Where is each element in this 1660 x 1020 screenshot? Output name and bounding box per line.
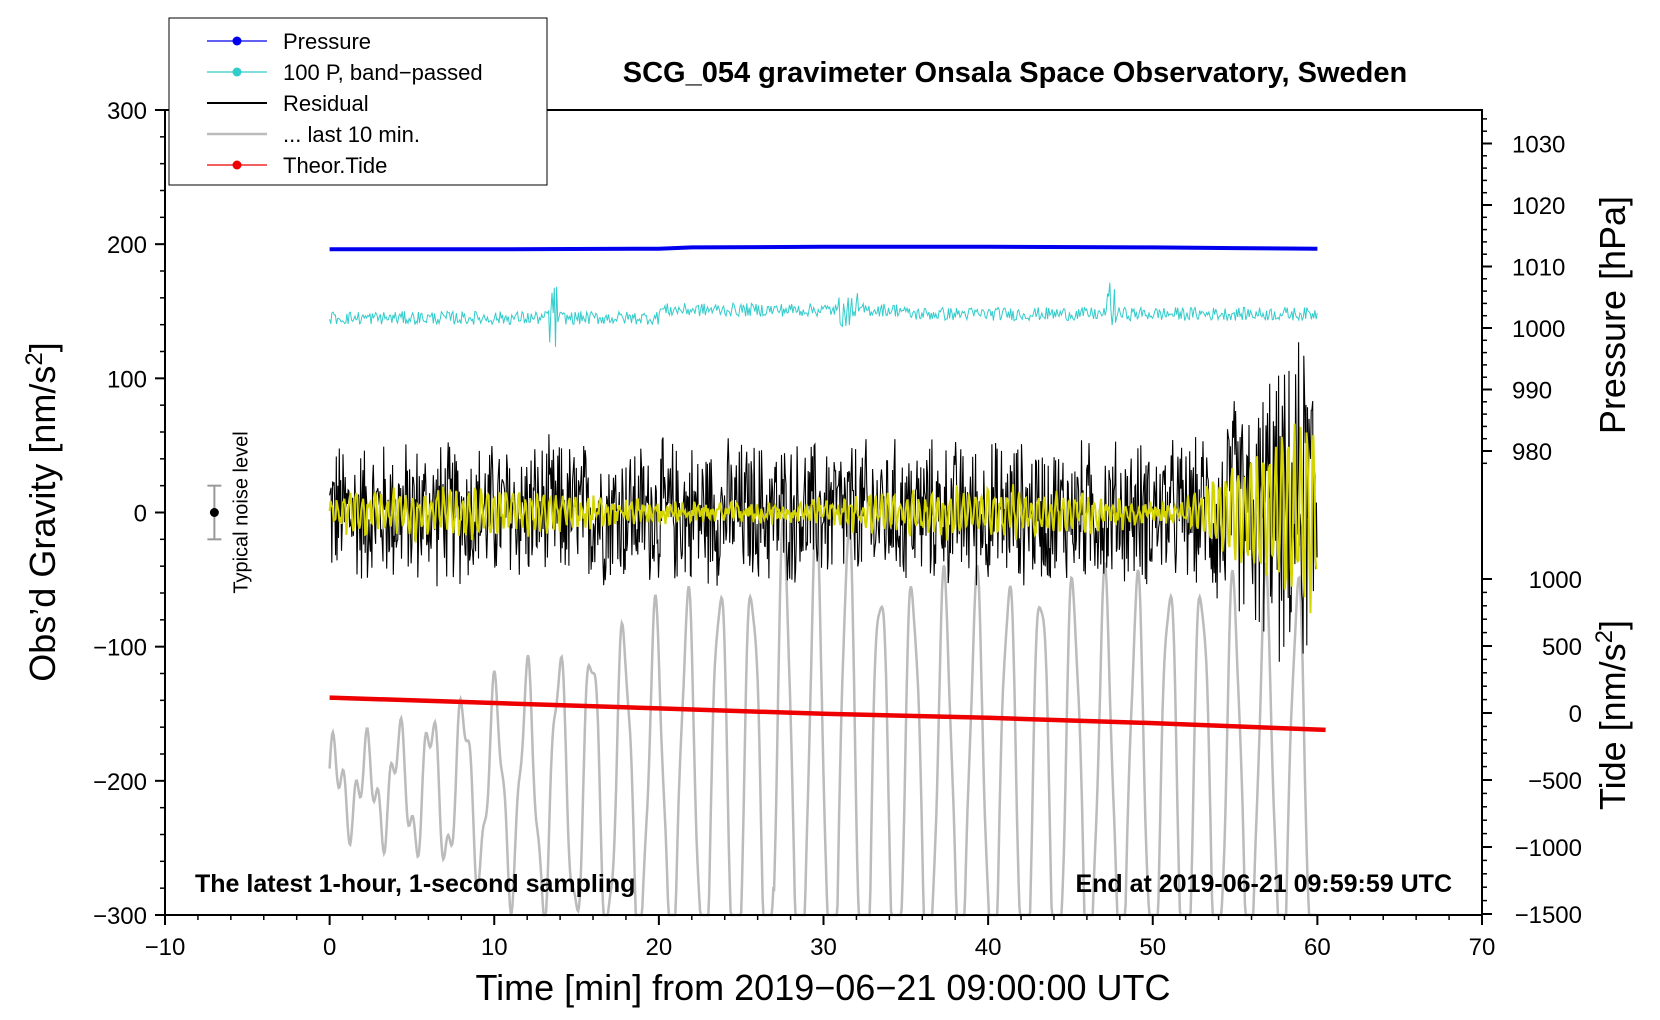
- y-tick-label: 200: [107, 232, 147, 259]
- series-residual-smoothed: [328, 423, 1318, 614]
- annotation-sampling: The latest 1-hour, 1-second sampling: [195, 870, 635, 898]
- tide-tick-label: 500: [1542, 634, 1582, 661]
- legend-label: 100 P, band−passed: [283, 60, 483, 85]
- y-axis-label-pressure: Pressure [hPa]: [1592, 196, 1633, 434]
- x-tick-label: −10: [145, 934, 186, 961]
- pressure-tick-label: 980: [1512, 439, 1552, 466]
- x-tick-label: 30: [810, 934, 837, 961]
- legend-marker: [232, 160, 242, 170]
- pressure-tick-label: 1010: [1512, 255, 1565, 282]
- x-tick-label: 60: [1304, 934, 1331, 961]
- chart-title: SCG_054 gravimeter Onsala Space Observat…: [623, 57, 1407, 89]
- noise-bar-dot: [209, 508, 219, 517]
- noise-level-label: Typical noise level: [230, 431, 252, 593]
- y-axis-label-tide-sup: 2: [1591, 630, 1618, 643]
- y-axis-label-left: Obs’d Gravity [nm/s2]: [21, 342, 64, 681]
- y-axis-label-tide: Tide [nm/s2]: [1591, 620, 1634, 810]
- x-tick-label: 0: [323, 934, 336, 961]
- x-tick-label: 20: [646, 934, 673, 961]
- x-tick-label: 50: [1139, 934, 1166, 961]
- y-axis-label-left-sup: 2: [21, 352, 48, 365]
- noise-level-indicator: [207, 484, 222, 541]
- tide-tick-label: −1000: [1515, 835, 1582, 862]
- y-tick-label: −100: [93, 635, 147, 662]
- series-theor-tide: [329, 695, 1326, 733]
- pressure-tick-label: 1020: [1512, 193, 1565, 220]
- x-tick-label: 10: [481, 934, 508, 961]
- legend: Pressure 100 P, band−passed Residual ... la…: [168, 17, 548, 186]
- tide-tick-label: −500: [1528, 768, 1582, 795]
- y-tick-label: 100: [107, 366, 147, 393]
- legend-marker: [232, 67, 242, 77]
- legend-label: Theor.Tide: [283, 153, 387, 178]
- y-tick-label: 300: [107, 98, 147, 125]
- series-band-passed-pressure: [329, 282, 1318, 347]
- tide-tick-label: −1500: [1515, 902, 1582, 929]
- x-tick-label: 40: [975, 934, 1002, 961]
- legend-marker: [232, 36, 242, 46]
- legend-label: Pressure: [283, 29, 371, 54]
- x-axis-label: Time [min] from 2019−06−21 09:00:00 UTC: [475, 967, 1170, 1008]
- x-tick-label: 70: [1469, 934, 1496, 961]
- legend-label: Residual: [283, 91, 369, 116]
- annotation-end-time: End at 2019-06-21 09:59:59 UTC: [1075, 870, 1452, 898]
- pressure-tick-label: 990: [1512, 378, 1552, 405]
- y-tick-label: −200: [93, 769, 147, 796]
- legend-box: [168, 17, 548, 186]
- y-tick-label: 0: [134, 501, 147, 528]
- tide-tick-label: 0: [1569, 701, 1582, 728]
- pressure-tick-label: 1030: [1512, 132, 1565, 159]
- series-pressure: [329, 244, 1318, 252]
- legend-label: ... last 10 min.: [283, 122, 420, 147]
- y-tick-label: −300: [93, 903, 147, 930]
- tide-tick-label: 1000: [1529, 567, 1582, 594]
- pressure-tick-label: 1000: [1512, 316, 1565, 343]
